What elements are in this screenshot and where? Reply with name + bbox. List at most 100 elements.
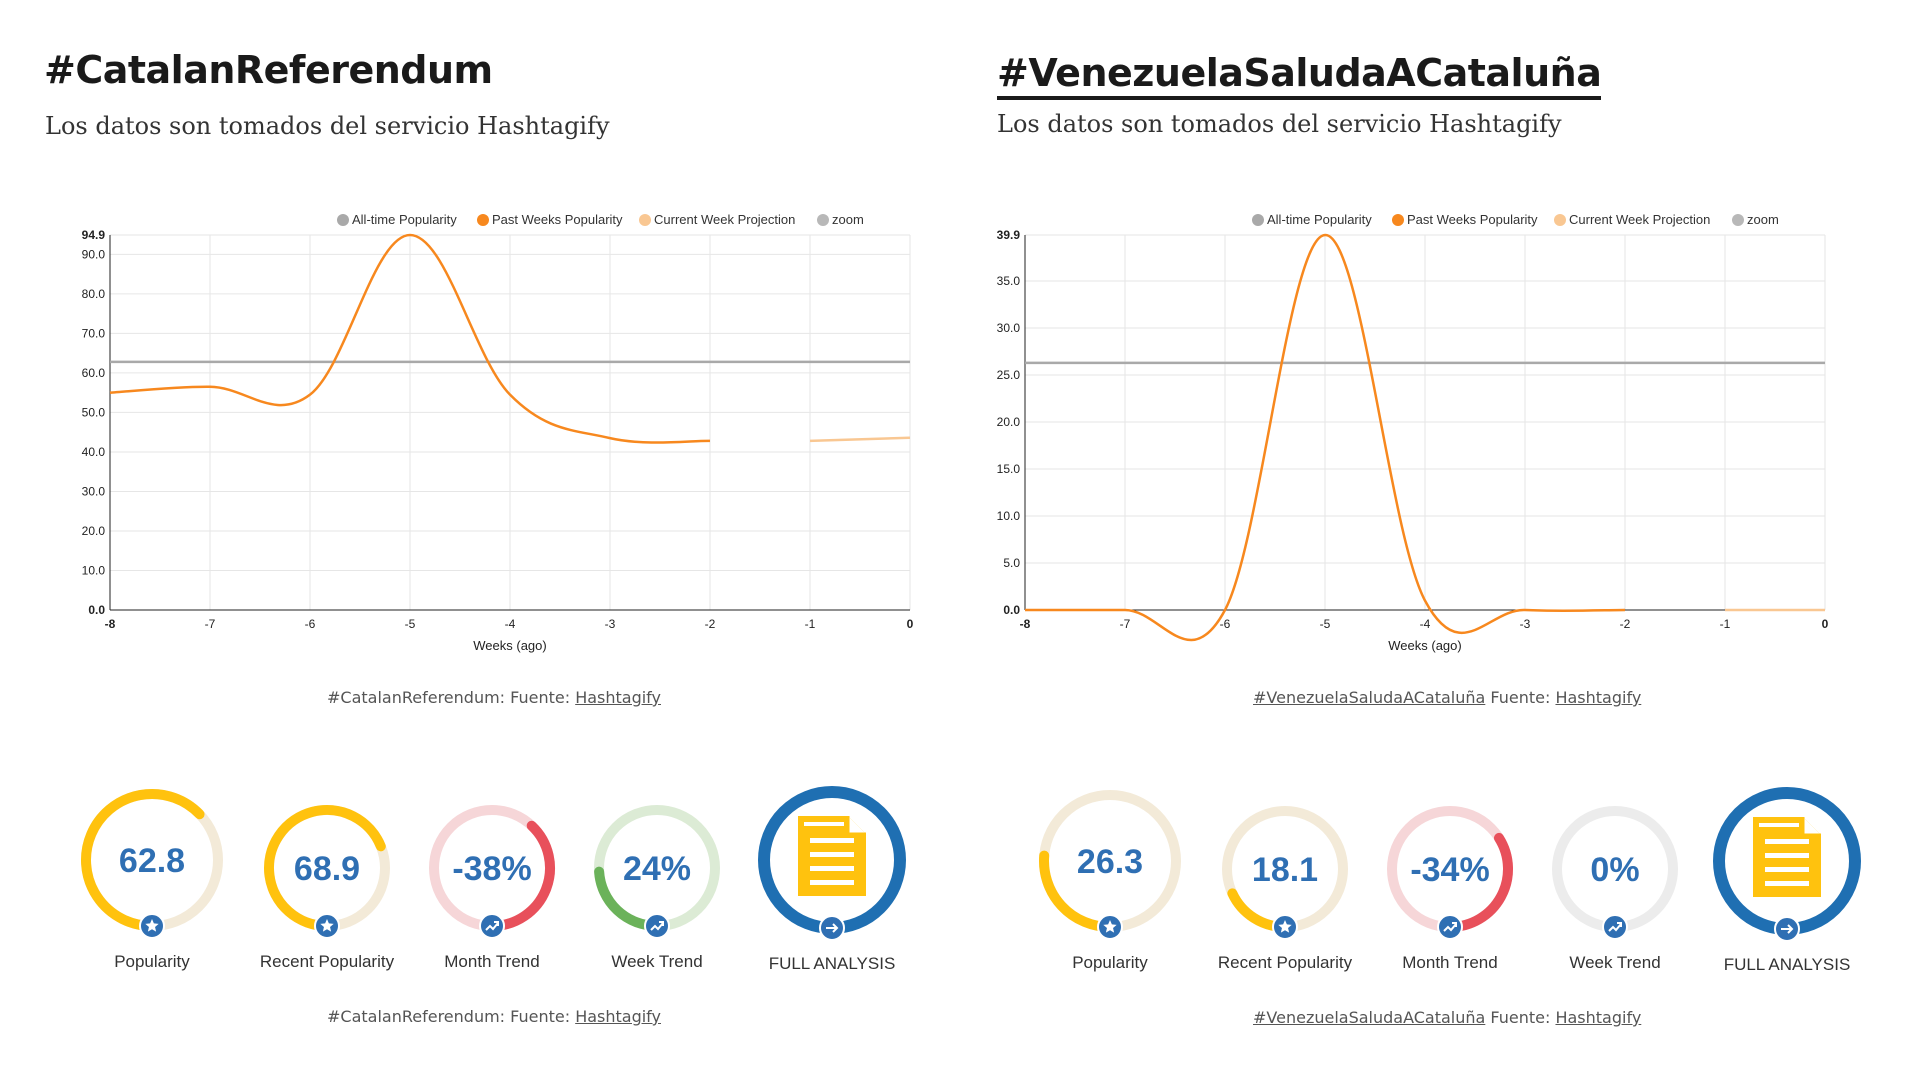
metric-label: Week Trend — [1569, 953, 1661, 972]
star-icon — [320, 919, 334, 932]
x-tick-label: -5 — [405, 617, 416, 631]
gauge: -38% — [429, 805, 555, 939]
metric-recent-popularity[interactable]: 18.1 Recent Popularity — [1212, 780, 1358, 980]
legend-item[interactable]: Past Weeks Popularity — [477, 212, 623, 227]
x-tick-label: -6 — [1220, 617, 1231, 631]
metric-value: -34% — [1410, 851, 1489, 889]
popularity-chart[interactable]: All-time Popularity Past Weeks Popularity… — [960, 200, 1860, 660]
series-past-weeks-popularity — [1025, 233, 1626, 642]
gauge: 24% — [594, 805, 720, 939]
metric-month-trend[interactable]: -38% Month Trend — [419, 780, 565, 980]
source-prefix: #CatalanReferendum: Fuente: — [327, 688, 576, 707]
series-current-week-projection — [809, 436, 911, 443]
y-tick-label: 39.9 — [997, 228, 1021, 242]
x-tick-label: -4 — [505, 617, 516, 631]
arrow-right-icon — [826, 923, 839, 933]
badge-circle — [644, 913, 670, 939]
chart-svg[interactable]: All-time Popularity Past Weeks Popularity… — [960, 200, 1860, 660]
y-tick-label: 90.0 — [82, 247, 106, 261]
y-tick-label: 60.0 — [82, 366, 106, 380]
metric-week-trend[interactable]: 0% Week Trend — [1542, 780, 1688, 980]
x-tick-label: -2 — [705, 617, 716, 631]
legend-item[interactable]: All-time Popularity — [1252, 212, 1372, 227]
legend-swatch — [1252, 214, 1264, 226]
metric-full-analysis[interactable]: FULL ANALYSIS — [749, 780, 915, 980]
legend-label: All-time Popularity — [1267, 212, 1372, 227]
metric-value: 26.3 — [1077, 843, 1143, 881]
popularity-chart[interactable]: All-time Popularity Past Weeks Popularity… — [45, 200, 945, 660]
gauge-fill — [1039, 850, 1115, 932]
legend-swatch — [1554, 214, 1566, 226]
subtitle: Los datos son tomados del servicio Hasht… — [997, 110, 1562, 138]
metric-recent-popularity[interactable]: 68.9 Recent Popularity — [254, 780, 400, 980]
y-tick-label: 10.0 — [997, 509, 1021, 523]
hashtagify-link[interactable]: Hashtagify — [1555, 688, 1642, 707]
metric-label: FULL ANALYSIS — [768, 954, 896, 973]
arrow-right-icon — [1781, 924, 1794, 934]
trend-icon — [485, 921, 499, 931]
legend-swatch — [1732, 214, 1744, 226]
badge-circle — [1602, 914, 1628, 940]
metrics-source-caption: #CatalanReferendum: Fuente: Hashtagify — [327, 1007, 661, 1026]
hashtag-title: #CatalanReferendum — [44, 48, 493, 92]
x-tick-label: -6 — [305, 617, 316, 631]
legend-label: Past Weeks Popularity — [492, 212, 623, 227]
gauge — [1713, 787, 1861, 942]
star-icon — [1103, 920, 1117, 933]
legend-label: All-time Popularity — [352, 212, 457, 227]
series-past-weeks-popularity — [109, 233, 711, 444]
legend-label: Current Week Projection — [1569, 212, 1710, 227]
legend-item[interactable]: All-time Popularity — [337, 212, 457, 227]
chart-svg[interactable]: All-time Popularity Past Weeks Popularity… — [45, 200, 945, 660]
legend-label: zoom — [1747, 212, 1779, 227]
hashtagify-link[interactable]: Hashtagify — [1555, 1008, 1642, 1027]
metric-week-trend[interactable]: 24% Week Trend — [584, 780, 730, 980]
metric-label: Recent Popularity — [259, 952, 395, 971]
y-tick-label: 50.0 — [82, 405, 106, 419]
metric-value: 0% — [1590, 851, 1639, 889]
metric-month-trend[interactable]: -34% Month Trend — [1377, 780, 1523, 980]
x-tick-label: -8 — [1020, 617, 1031, 631]
metric-popularity[interactable]: 26.3 Popularity — [1029, 780, 1191, 980]
trend-icon — [1443, 922, 1457, 932]
gauge: 68.9 — [264, 805, 390, 939]
metric-full-analysis[interactable]: FULL ANALYSIS — [1704, 780, 1870, 980]
y-tick-label: 10.0 — [82, 563, 106, 577]
metrics-row: 62.8 Popularity 68.9 Recent Popularity -38% M… — [0, 780, 960, 980]
x-tick-label: -1 — [805, 617, 816, 631]
x-axis-title: Weeks (ago) — [473, 638, 546, 653]
y-tick-label: 20.0 — [997, 415, 1021, 429]
y-tick-label: 20.0 — [82, 524, 106, 538]
metric-popularity[interactable]: 62.8 Popularity — [71, 780, 233, 980]
hashtag-link[interactable]: #VenezuelaSaludaACataluña — [1253, 688, 1486, 707]
legend-swatch — [639, 214, 651, 226]
y-tick-label: 30.0 — [997, 321, 1021, 335]
hashtag-link[interactable]: #VenezuelaSaludaACataluña — [1253, 1008, 1486, 1027]
hashtagify-link[interactable]: Hashtagify — [575, 1007, 661, 1026]
gauge: 0% — [1552, 806, 1678, 940]
metric-label: Popularity — [114, 952, 190, 971]
y-tick-label: 80.0 — [82, 287, 106, 301]
legend-item[interactable]: Past Weeks Popularity — [1392, 212, 1538, 227]
x-tick-label: -1 — [1720, 617, 1731, 631]
gauge-fill — [487, 820, 555, 931]
metric-label: Month Trend — [1402, 953, 1498, 972]
legend-item[interactable]: zoom — [1732, 212, 1779, 227]
legend-item[interactable]: Current Week Projection — [1554, 212, 1710, 227]
y-tick-label: 40.0 — [82, 445, 106, 459]
legend-item[interactable]: zoom — [817, 212, 864, 227]
legend-label: zoom — [832, 212, 864, 227]
hashtagify-link[interactable]: Hashtagify — [575, 688, 661, 707]
legend-item[interactable]: Current Week Projection — [639, 212, 795, 227]
x-tick-label: 0 — [1822, 617, 1829, 631]
metrics-row: 26.3 Popularity 18.1 Recent Popularity -34% M… — [960, 780, 1920, 980]
metric-value: 24% — [623, 850, 691, 888]
x-axis-title: Weeks (ago) — [1388, 638, 1461, 653]
metrics-source-caption: #VenezuelaSaludaACataluña Fuente: Hashta… — [1253, 1008, 1641, 1027]
metric-label: Popularity — [1072, 953, 1148, 972]
star-icon — [1278, 920, 1292, 933]
star-icon — [145, 919, 159, 932]
y-tick-label: 35.0 — [997, 274, 1021, 288]
y-tick-label: 94.9 — [82, 228, 106, 242]
source-middle: Fuente: — [1485, 688, 1556, 707]
